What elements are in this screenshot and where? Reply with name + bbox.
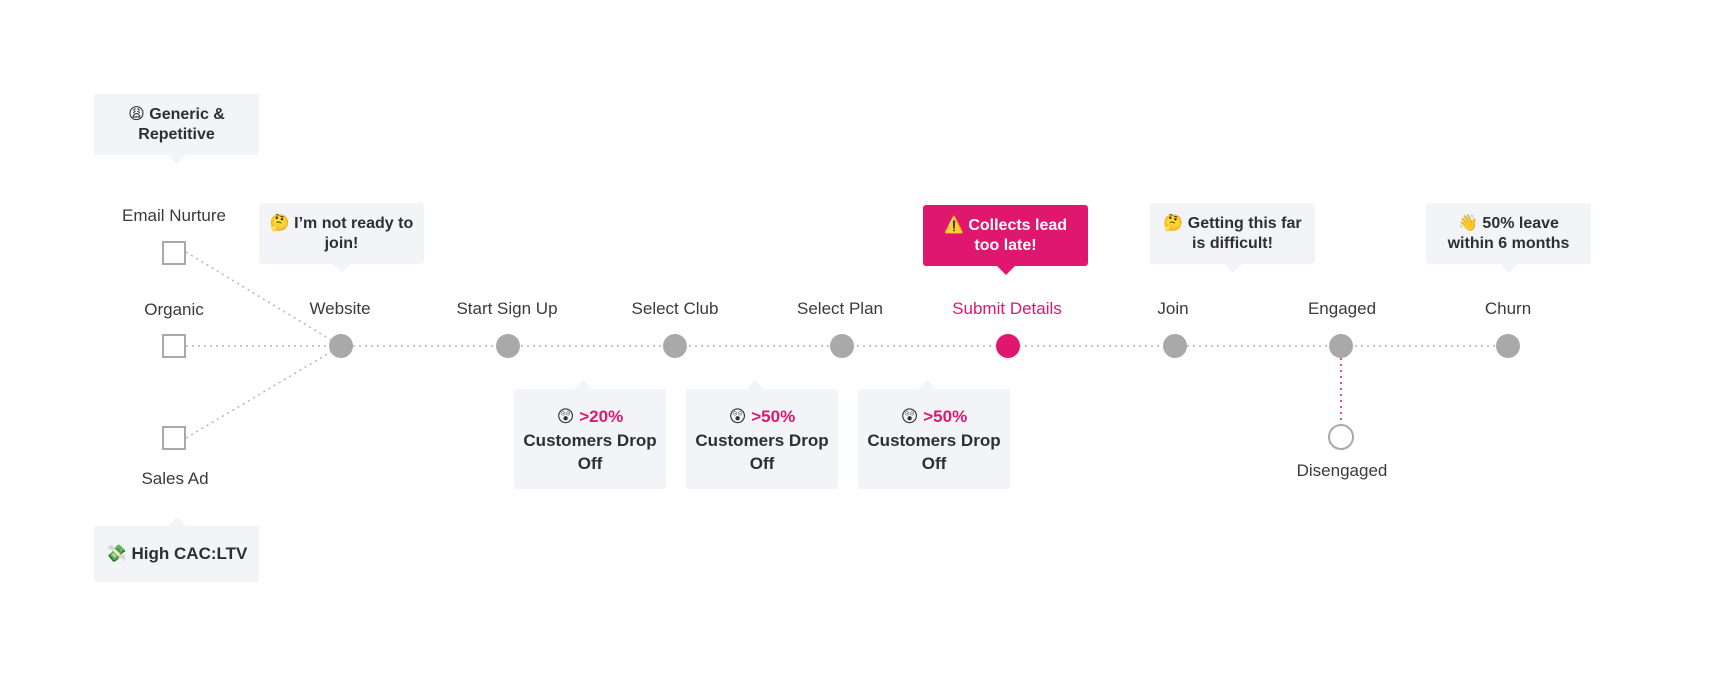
callout-pointer [1499,264,1518,273]
stage-label-select-plan: Select Plan [797,299,883,318]
drop-off-box-select-club: 😲 >50% Customers Drop Off [686,380,838,489]
drop-off-pointer [574,380,592,389]
drop-off-percent: >50% [923,407,968,426]
stage-label-engaged: Engaged [1307,299,1377,318]
callout-text: Getting this far is difficult! [1187,215,1302,252]
money-with-wings-icon: 💸 [105,544,127,564]
callout-text: I’m not ready to join! [294,215,414,252]
callout-pointer [332,264,351,273]
callout-text: Collects lead too late! [968,217,1068,254]
stage-node-select-plan[interactable] [830,334,854,358]
stage-node-select-club[interactable] [663,334,687,358]
stage-label-start-sign-up: Start Sign Up [456,299,558,318]
drop-off-box-select-plan: 😲 >50% Customers Drop Off [858,380,1010,489]
stage-label-churn: Churn [1484,299,1532,318]
drop-off-text: Customers Drop Off [695,431,829,473]
callout-pointer [996,266,1015,275]
source-label-email-nurture: Email Nurture [122,206,226,225]
stage-node-engaged[interactable] [1329,334,1353,358]
astonished-face-icon: 😲 [900,407,919,427]
drop-off-box-start-sign-up: 😲 >20% Customers Drop Off [514,380,666,489]
stage-node-churn[interactable] [1496,334,1520,358]
stage-node-submit-details[interactable] [996,334,1020,358]
callout-text: 50% leave within 6 months [1447,215,1570,252]
connector-email-website [185,251,342,347]
stage-label-website: Website [309,299,371,318]
callout-email-nurture: 😩 Generic & Repetitive [94,94,259,164]
callout-pointer [167,155,186,164]
source-checkbox-organic[interactable] [162,334,186,358]
callout-submit-details: ⚠️ Collects lead too late! [923,205,1088,275]
callout-churn: 👋 50% leave within 6 months [1426,203,1591,273]
callout-sales-ad: 💸 High CAC:LTV [94,517,259,582]
drop-off-text: Customers Drop Off [523,431,657,473]
stage-label-join: Join [1157,299,1189,318]
drop-off-pointer [918,380,936,389]
callout-text: Generic & Repetitive [138,106,225,143]
source-checkbox-sales-ad[interactable] [162,426,186,450]
thinking-face-icon: 🤔 [1163,213,1184,232]
stage-node-start-sign-up[interactable] [496,334,520,358]
stage-label-disengaged: Disengaged [1296,461,1388,480]
callout-website: 🤔 I’m not ready to join! [259,203,424,273]
drop-off-percent: >50% [751,407,796,426]
stage-label-select-club: Select Club [631,299,719,318]
stage-node-join[interactable] [1163,334,1187,358]
callout-pointer [167,517,186,526]
callout-text: High CAC:LTV [131,544,248,563]
warning-icon: ⚠️ [943,215,964,234]
drop-off-text: Customers Drop Off [867,431,1001,473]
callout-pointer [1223,264,1242,273]
astonished-face-icon: 😲 [728,407,747,427]
weary-face-icon: 😩 [128,104,145,123]
thinking-face-icon: 🤔 [269,213,290,232]
callout-join: 🤔 Getting this far is difficult! [1150,203,1315,273]
stage-node-disengaged[interactable] [1328,424,1354,450]
drop-off-percent: >20% [579,407,624,426]
waving-hand-icon: 👋 [1458,213,1478,232]
stage-label-submit-details: Submit Details [952,299,1062,318]
source-checkbox-email-nurture[interactable] [162,241,186,265]
source-label-sales-ad: Sales Ad [141,469,209,488]
stage-node-website[interactable] [329,334,353,358]
connector-sales-website [185,345,342,439]
drop-off-pointer [746,380,764,389]
astonished-face-icon: 😲 [556,407,575,427]
source-label-organic: Organic [144,300,204,319]
